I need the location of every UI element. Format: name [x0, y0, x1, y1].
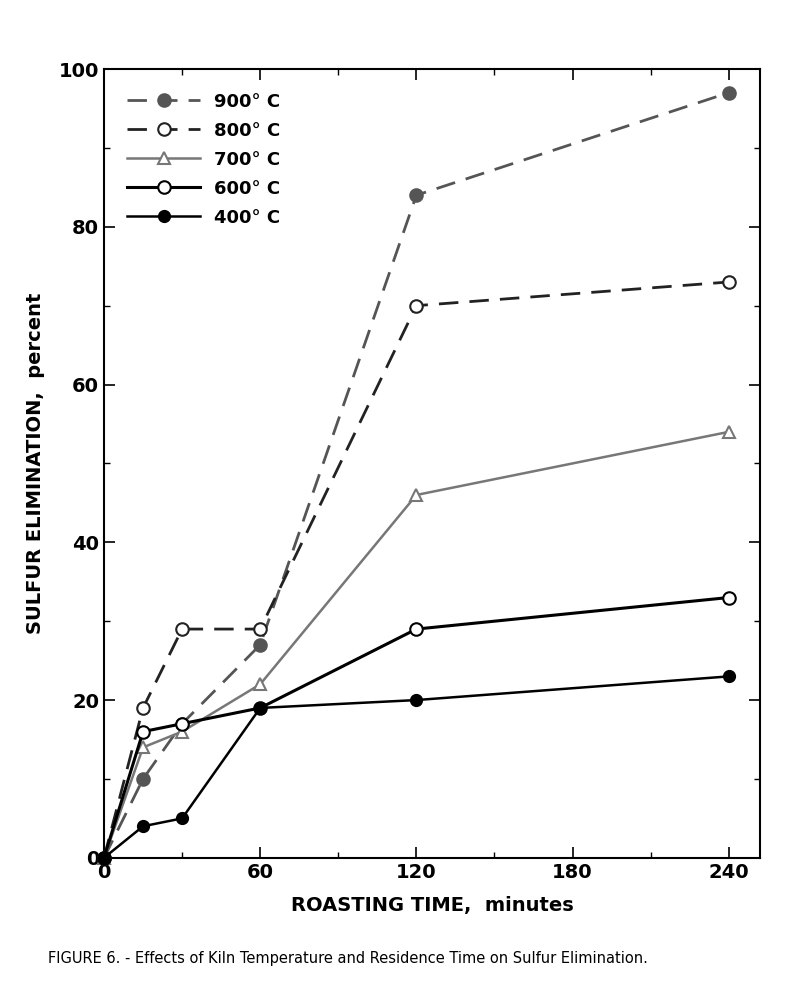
Legend: 900° C, 800° C, 700° C, 600° C, 400° C: 900° C, 800° C, 700° C, 600° C, 400° C: [113, 78, 295, 242]
Y-axis label: SULFUR ELIMINATION,  percent: SULFUR ELIMINATION, percent: [26, 293, 45, 634]
Text: FIGURE 6. - Effects of Kiln Temperature and Residence Time on Sulfur Elimination: FIGURE 6. - Effects of Kiln Temperature …: [48, 951, 648, 966]
X-axis label: ROASTING TIME,  minutes: ROASTING TIME, minutes: [290, 895, 574, 915]
